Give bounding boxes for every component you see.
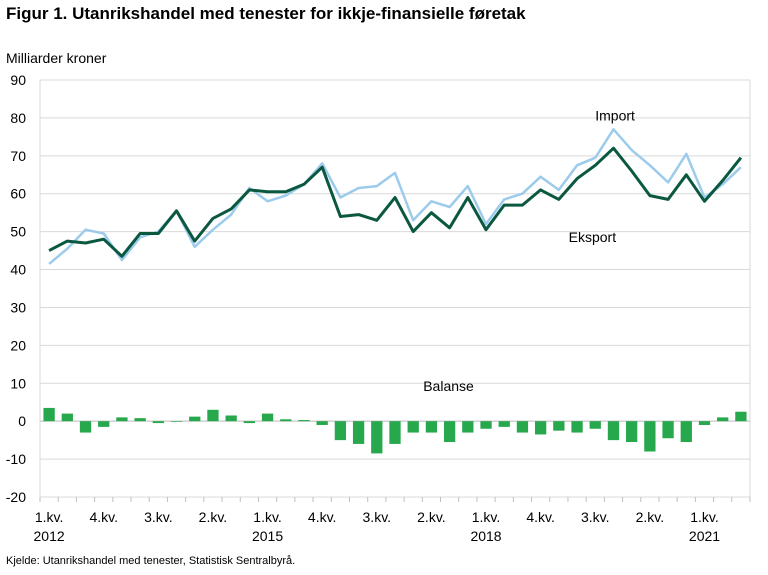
y-tick-label: 20 xyxy=(10,337,26,353)
y-tick-label: 30 xyxy=(10,299,26,315)
y-tick-label: 90 xyxy=(10,72,26,88)
balance-bar xyxy=(680,421,692,443)
y-tick-label: 40 xyxy=(10,262,26,278)
balance-bar xyxy=(516,421,529,433)
balance-bar xyxy=(352,421,365,444)
series-lines xyxy=(48,128,743,265)
x-tick-year-label: 2021 xyxy=(689,528,720,544)
balance-bar xyxy=(462,421,474,433)
x-tick-label: 4.kv. xyxy=(526,509,555,525)
balance-bar xyxy=(207,409,219,422)
balance-bar xyxy=(443,421,456,443)
y-tick-label: 60 xyxy=(10,186,26,202)
balance-bar xyxy=(61,413,73,422)
y-tick-label: -10 xyxy=(6,451,26,467)
balance-bar xyxy=(607,421,620,441)
balance-bar xyxy=(280,419,292,422)
x-tick-year-label: 2015 xyxy=(252,528,283,544)
y-tick-label: 80 xyxy=(10,110,26,126)
x-tick-label: 3.kv. xyxy=(363,509,392,525)
x-tick-label: 1.kv. xyxy=(690,509,719,525)
y-tick-label: 70 xyxy=(10,148,26,164)
x-tick-label: 3.kv. xyxy=(581,509,610,525)
balance-bar xyxy=(735,411,747,422)
balance-bar xyxy=(43,407,55,422)
balance-bar xyxy=(334,421,347,441)
balance-bar xyxy=(571,421,583,433)
balance-bar xyxy=(152,421,164,424)
annotation-balanse: Balanse xyxy=(423,378,474,394)
balance-bar xyxy=(170,421,183,422)
balance-bar xyxy=(298,420,310,422)
annotation-eksport: Eksport xyxy=(569,229,617,245)
x-tick-year-label: 2012 xyxy=(34,528,65,544)
source-note: Kjelde: Utanrikshandel med tenester, Sta… xyxy=(6,555,296,567)
y-tick-label: 10 xyxy=(10,375,26,391)
y-tick-label: 0 xyxy=(18,413,26,429)
x-tick-label: 1.kv. xyxy=(472,509,501,525)
x-tick-year-label: 2018 xyxy=(470,528,501,544)
series-line-eksport xyxy=(48,146,743,258)
x-tick-label: 2.kv. xyxy=(199,509,228,525)
balance-bar xyxy=(116,417,128,422)
annotation-import: Import xyxy=(595,108,635,124)
balance-bar xyxy=(498,421,510,427)
balance-bar xyxy=(480,421,492,429)
balance-bar xyxy=(698,421,711,425)
balance-bar xyxy=(425,421,438,433)
x-tick-label: 4.kv. xyxy=(308,509,337,525)
balance-bar xyxy=(662,421,674,439)
balance-bar xyxy=(225,415,237,422)
x-tick-label: 1.kv. xyxy=(35,509,64,525)
balance-bar xyxy=(553,421,565,431)
series-annotations: Import Eksport Balanse xyxy=(423,108,635,394)
balance-bar xyxy=(98,421,110,427)
balance-bar xyxy=(189,416,201,422)
y-axis-label: Milliarder kroner xyxy=(6,50,107,66)
balance-bar xyxy=(134,418,146,422)
y-tick-labels: -20 -10 0 10 20 30 40 50 60 70 80 90 xyxy=(6,72,26,505)
balance-bar xyxy=(261,413,274,422)
x-tick-label: 3.kv. xyxy=(144,509,173,525)
balance-bar xyxy=(243,421,256,424)
balance-bar xyxy=(589,421,601,429)
x-tick-label: 1.kv. xyxy=(253,509,282,525)
chart-title: Figur 1. Utanrikshandel med tenester for… xyxy=(6,4,526,23)
balance-bars xyxy=(43,407,747,454)
balance-bar xyxy=(644,421,656,452)
balance-bar xyxy=(534,421,547,435)
x-tick-label: 2.kv. xyxy=(417,509,446,525)
y-tick-label: -20 xyxy=(6,489,26,505)
balance-bar xyxy=(389,421,401,444)
balance-bar xyxy=(371,421,383,454)
balance-bar xyxy=(407,421,419,433)
x-tick-label: 4.kv. xyxy=(89,509,118,525)
x-tick-labels: 1.kv. 2012 4.kv. 3.kv. 2.kv. 1.kv. 2015 4.kv. 3.… xyxy=(34,509,721,544)
y-tick-label: 50 xyxy=(10,224,26,240)
balance-bar xyxy=(79,421,92,433)
balance-bar xyxy=(316,421,328,425)
balance-bar xyxy=(626,421,638,443)
x-tick-label: 2.kv. xyxy=(636,509,665,525)
balance-bar xyxy=(717,417,729,422)
